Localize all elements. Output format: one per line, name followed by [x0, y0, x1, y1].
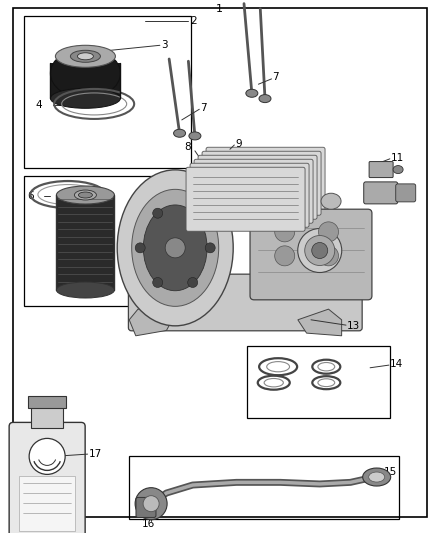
Text: 10: 10 — [258, 206, 271, 215]
FancyBboxPatch shape — [250, 209, 372, 300]
Circle shape — [318, 222, 339, 242]
Ellipse shape — [259, 94, 271, 103]
Ellipse shape — [50, 49, 120, 98]
Bar — [247, 346, 390, 418]
FancyBboxPatch shape — [194, 159, 313, 223]
Bar — [28, 397, 66, 408]
Circle shape — [188, 278, 198, 287]
Ellipse shape — [186, 193, 206, 209]
Bar — [31, 406, 63, 429]
Ellipse shape — [78, 53, 93, 60]
Text: 3: 3 — [161, 40, 167, 50]
Ellipse shape — [57, 282, 114, 298]
Text: 2: 2 — [191, 17, 197, 26]
Text: 13: 13 — [347, 321, 360, 331]
Circle shape — [318, 246, 339, 266]
Ellipse shape — [143, 205, 207, 290]
Text: 10: 10 — [160, 201, 173, 211]
Text: 5: 5 — [191, 175, 197, 184]
FancyBboxPatch shape — [198, 155, 317, 219]
Ellipse shape — [71, 50, 100, 62]
Bar — [24, 16, 191, 168]
Text: 7: 7 — [201, 103, 207, 112]
Text: 6: 6 — [28, 191, 34, 200]
Bar — [129, 456, 399, 519]
Ellipse shape — [321, 193, 341, 209]
Circle shape — [135, 243, 145, 253]
Text: 8: 8 — [184, 142, 191, 152]
Ellipse shape — [57, 186, 114, 204]
Ellipse shape — [173, 129, 186, 138]
Ellipse shape — [189, 132, 201, 140]
Ellipse shape — [165, 238, 185, 258]
Circle shape — [153, 278, 162, 287]
Circle shape — [153, 208, 162, 218]
Ellipse shape — [393, 166, 403, 174]
Ellipse shape — [298, 229, 342, 272]
Circle shape — [275, 246, 295, 266]
Ellipse shape — [246, 89, 258, 98]
Ellipse shape — [56, 45, 115, 67]
FancyBboxPatch shape — [190, 163, 309, 227]
Text: 7: 7 — [272, 72, 279, 82]
FancyBboxPatch shape — [364, 182, 398, 204]
Bar — [19, 477, 75, 531]
Circle shape — [135, 488, 167, 520]
Circle shape — [29, 439, 65, 474]
FancyBboxPatch shape — [9, 422, 85, 533]
Ellipse shape — [305, 236, 335, 265]
Bar — [24, 176, 191, 306]
Ellipse shape — [369, 472, 385, 482]
Circle shape — [143, 496, 159, 512]
Text: 14: 14 — [390, 359, 403, 369]
FancyBboxPatch shape — [186, 167, 305, 231]
FancyBboxPatch shape — [396, 184, 416, 202]
FancyBboxPatch shape — [206, 147, 325, 211]
Ellipse shape — [132, 189, 219, 306]
Polygon shape — [298, 309, 342, 336]
Text: 11: 11 — [391, 153, 404, 163]
Text: 9: 9 — [236, 139, 242, 149]
Text: 17: 17 — [88, 449, 102, 458]
Circle shape — [188, 208, 198, 218]
Text: 1: 1 — [215, 4, 223, 14]
Text: 12: 12 — [393, 187, 406, 197]
Text: 4: 4 — [35, 100, 42, 110]
Circle shape — [275, 222, 295, 242]
Bar — [57, 195, 114, 290]
FancyBboxPatch shape — [128, 274, 362, 331]
Bar — [50, 63, 120, 98]
Ellipse shape — [74, 190, 96, 200]
Ellipse shape — [241, 201, 254, 209]
Text: 15: 15 — [384, 467, 397, 477]
Ellipse shape — [78, 192, 92, 198]
FancyBboxPatch shape — [369, 161, 393, 177]
Ellipse shape — [50, 88, 120, 108]
Ellipse shape — [312, 243, 328, 259]
Ellipse shape — [184, 193, 197, 201]
Text: 16: 16 — [141, 519, 155, 529]
FancyBboxPatch shape — [136, 497, 156, 518]
Ellipse shape — [117, 170, 233, 326]
Ellipse shape — [363, 468, 391, 486]
Polygon shape — [129, 309, 175, 336]
FancyBboxPatch shape — [202, 151, 321, 215]
Circle shape — [205, 243, 215, 253]
